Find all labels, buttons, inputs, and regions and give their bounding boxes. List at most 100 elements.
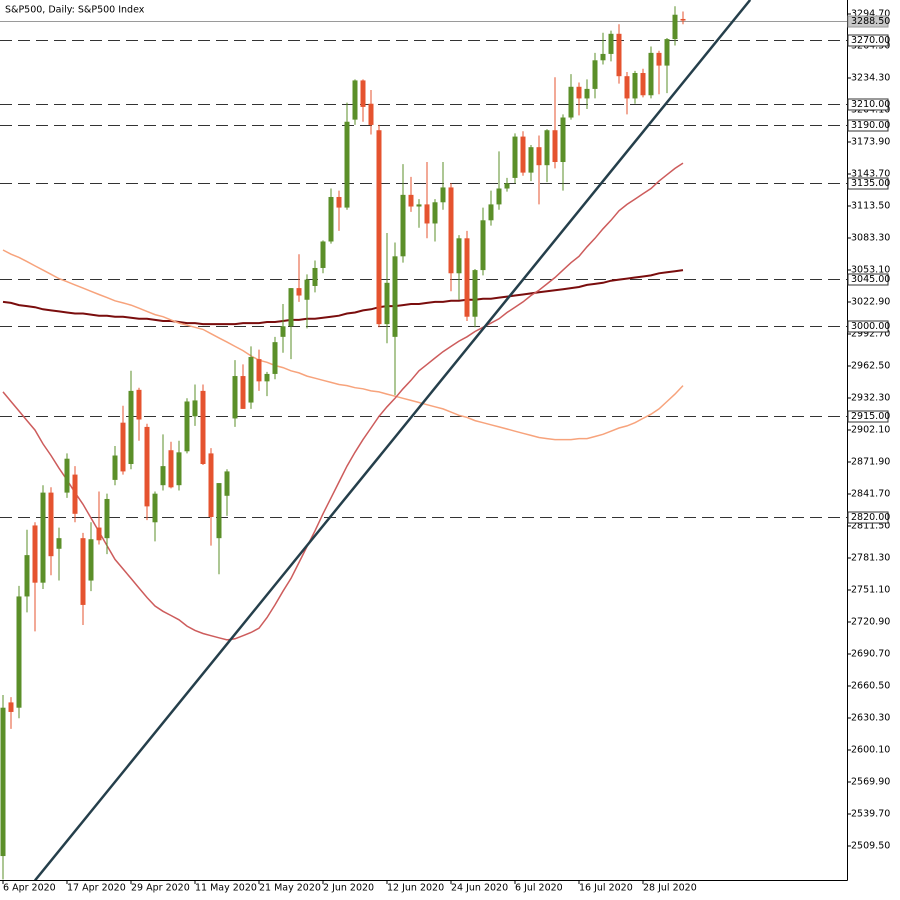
candle-body — [488, 204, 494, 221]
y-tick-label: 3053.10 — [851, 264, 890, 275]
y-tick-label: 2690.70 — [851, 648, 890, 659]
y-tick-label: 2600.10 — [851, 744, 890, 755]
candle-body — [648, 52, 654, 96]
current-price-box — [847, 15, 889, 28]
candle-body — [40, 492, 46, 583]
y-tick-label: 3294.70 — [851, 8, 890, 19]
level-label: 3135.00 — [851, 178, 890, 189]
candle-body — [512, 136, 518, 178]
level-label-box — [847, 273, 889, 286]
level-label: 3190.00 — [851, 120, 890, 131]
y-tick-label: 3173.90 — [851, 136, 890, 147]
x-tick-label: 17 Apr 2020 — [67, 883, 126, 894]
candle-body — [424, 204, 430, 224]
candle-body — [400, 194, 406, 257]
x-tick-label: 2 Jun 2020 — [323, 883, 374, 894]
candle-body — [560, 117, 566, 163]
y-tick-label: 3083.30 — [851, 232, 890, 243]
moving-average — [2, 269, 684, 326]
candle-body — [8, 702, 14, 712]
candle-body — [88, 539, 94, 581]
y-tick-label: 2962.50 — [851, 360, 890, 371]
candle-body — [32, 525, 38, 583]
candle-body — [120, 422, 126, 472]
candle-body — [320, 241, 326, 268]
candle-body — [328, 196, 334, 242]
candle-body — [680, 18, 686, 21]
level-label: 2915.00 — [851, 411, 890, 422]
candle-body — [312, 267, 318, 286]
candle-body — [344, 121, 350, 208]
y-tick-label: 3143.70 — [851, 168, 890, 179]
candle-body — [56, 538, 62, 549]
candle-body — [16, 596, 22, 708]
candle-body — [64, 458, 70, 493]
y-tick-label: 2781.30 — [851, 552, 890, 563]
candle-body — [640, 73, 646, 96]
candle-body — [80, 538, 86, 605]
candle-body — [632, 73, 638, 99]
candle-body — [192, 400, 198, 417]
x-tick-label: 6 Jul 2020 — [515, 883, 563, 894]
candle-body — [176, 452, 182, 486]
candle-body — [376, 130, 382, 325]
candle-body — [624, 76, 630, 99]
x-tick-label: 16 Jul 2020 — [579, 883, 633, 894]
candle-body — [288, 288, 294, 327]
y-tick-label: 2509.50 — [851, 840, 890, 851]
y-tick-label: 3022.90 — [851, 296, 890, 307]
candle-body — [144, 426, 150, 507]
level-label-box — [847, 320, 889, 333]
candle-body — [264, 373, 270, 382]
candle-body — [504, 183, 510, 189]
candle-body — [208, 453, 214, 517]
candle-body — [304, 279, 310, 300]
candle-body — [112, 455, 118, 480]
candle-body — [528, 147, 534, 173]
candle-body — [384, 282, 390, 325]
chart-title: S&P500, Daily: S&P500 Index — [5, 5, 145, 16]
current-price-label: 3288.50 — [851, 16, 890, 27]
moving-average — [2, 162, 684, 641]
level-label-box — [847, 119, 889, 132]
candle-body — [552, 130, 558, 163]
candle-body — [592, 60, 598, 89]
candle-body — [200, 390, 206, 464]
candle-body — [616, 33, 622, 77]
level-label-box — [847, 511, 889, 524]
candle-body — [568, 86, 574, 118]
candle-body — [416, 204, 422, 207]
level-label: 3045.00 — [851, 274, 890, 285]
x-tick-label: 21 May 2020 — [259, 883, 321, 894]
candle-body — [128, 390, 134, 464]
candle-body — [544, 130, 550, 166]
moving-average — [2, 249, 684, 441]
candle-body — [168, 450, 174, 488]
x-tick-label: 28 Jul 2020 — [643, 883, 697, 894]
candle-body — [96, 527, 102, 541]
candle-body — [536, 147, 542, 166]
y-tick-label: 2992.70 — [851, 328, 890, 339]
candle-body — [584, 88, 590, 99]
candle-body — [248, 356, 254, 403]
candle-body — [136, 389, 142, 420]
candle-body — [48, 492, 54, 557]
y-tick-label: 2751.10 — [851, 584, 890, 595]
level-label: 2820.00 — [851, 512, 890, 523]
candle-body — [464, 238, 470, 317]
y-tick-label: 2569.90 — [851, 776, 890, 787]
plot-area — [0, 0, 847, 880]
candle-body — [672, 14, 678, 40]
y-tick-label: 2902.10 — [851, 424, 890, 435]
level-label-box — [847, 34, 889, 47]
x-tick-label: 24 Jun 2020 — [451, 883, 508, 894]
y-tick-label: 3234.30 — [851, 72, 890, 83]
x-tick-label: 29 Apr 2020 — [131, 883, 190, 894]
candle-body — [24, 555, 30, 597]
candle-body — [576, 86, 582, 99]
y-tick-label: 2539.70 — [851, 808, 890, 819]
candle-body — [480, 220, 486, 271]
level-label: 3000.00 — [851, 321, 890, 332]
